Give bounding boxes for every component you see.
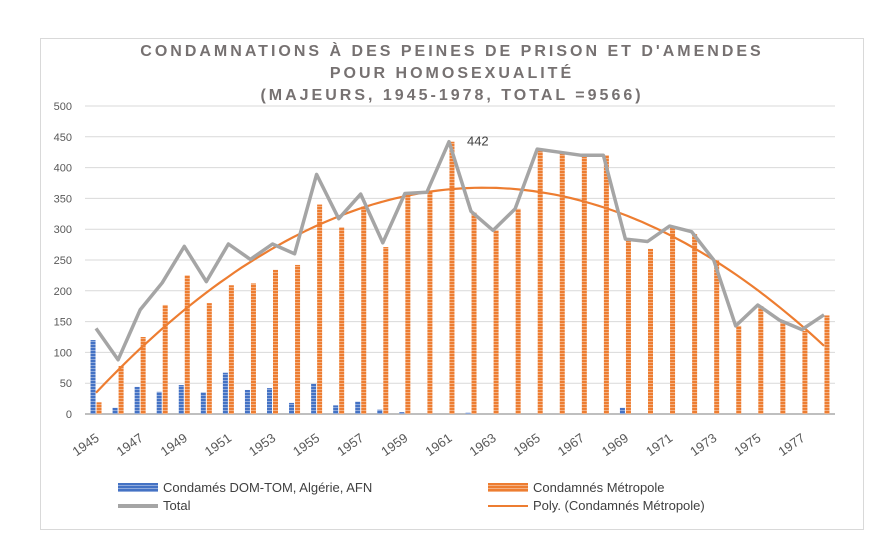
bar-dom-tom bbox=[399, 412, 405, 414]
legend-label: Poly. (Condamnés Métropole) bbox=[533, 498, 705, 513]
bar-dom-tom bbox=[156, 391, 162, 414]
bar-metropole bbox=[780, 321, 786, 414]
bar-metropole bbox=[140, 337, 146, 414]
bar-dom-tom bbox=[289, 402, 295, 414]
legend-label: Condamnés Métropole bbox=[533, 480, 665, 495]
y-tick-label: 450 bbox=[54, 132, 72, 144]
bar-metropole bbox=[559, 152, 565, 414]
bar-metropole bbox=[405, 195, 411, 414]
y-tick-label: 100 bbox=[54, 347, 72, 359]
bar-dom-tom bbox=[134, 386, 140, 414]
bar-metropole bbox=[515, 208, 521, 414]
bar-metropole bbox=[714, 260, 720, 414]
bar-metropole bbox=[339, 227, 345, 414]
y-tick-label: 400 bbox=[54, 163, 72, 175]
bar-metropole bbox=[162, 304, 168, 414]
y-tick-label: 300 bbox=[54, 224, 72, 236]
chart-title-line-1: CONDAMNATIONS À DES PEINES DE PRISON ET … bbox=[140, 43, 764, 60]
bar-metropole bbox=[648, 248, 653, 414]
x-tick-label: 1965 bbox=[511, 430, 543, 459]
y-tick-label: 350 bbox=[54, 193, 72, 205]
bar-metropole bbox=[802, 330, 808, 414]
bar-metropole bbox=[603, 155, 609, 414]
bar-metropole bbox=[581, 155, 587, 414]
bar-dom-tom bbox=[619, 407, 625, 414]
legend-item-dom-tom: Condamés DOM-TOM, Algérie, AFN bbox=[118, 480, 372, 495]
x-tick-label: 1967 bbox=[555, 430, 587, 459]
x-tick-label: 1969 bbox=[599, 430, 631, 459]
y-tick-label: 250 bbox=[54, 255, 72, 267]
bar-dom-tom bbox=[112, 407, 118, 414]
bar-metropole bbox=[361, 206, 367, 414]
y-tick-label: 150 bbox=[54, 317, 72, 329]
bar-metropole bbox=[471, 212, 477, 414]
x-tick-label: 1975 bbox=[731, 430, 763, 459]
bar-metropole bbox=[250, 283, 256, 414]
bar-metropole bbox=[449, 141, 455, 414]
bar-metropole bbox=[206, 303, 212, 414]
chart-title-line-3: (MAJEURS, 1945-1978, TOTAL =9566) bbox=[260, 87, 644, 104]
bar-metropole bbox=[736, 325, 742, 414]
x-tick-label: 1973 bbox=[687, 430, 719, 459]
x-tick-label: 1961 bbox=[422, 430, 454, 459]
legend-swatch-line-gray bbox=[118, 503, 158, 508]
bar-dom-tom bbox=[267, 388, 272, 414]
trendline-poly bbox=[95, 186, 825, 394]
x-tick-label: 1949 bbox=[158, 430, 190, 459]
x-tick-label: 1955 bbox=[290, 430, 322, 459]
bar-metropole bbox=[228, 285, 234, 414]
x-tick-label: 1945 bbox=[69, 430, 101, 459]
y-tick-label: 200 bbox=[54, 286, 72, 298]
bar-dom-tom bbox=[377, 409, 383, 414]
x-tick-label: 1977 bbox=[775, 430, 807, 459]
bar-metropole bbox=[118, 365, 124, 414]
data-label: 442 bbox=[467, 134, 489, 149]
bar-dom-tom bbox=[178, 385, 184, 414]
bar-metropole bbox=[824, 315, 830, 414]
x-tick-label: 1963 bbox=[467, 430, 499, 459]
bar-dom-tom bbox=[311, 383, 317, 414]
bar-dom-tom bbox=[333, 405, 339, 414]
bar-metropole bbox=[273, 269, 278, 414]
bar-metropole bbox=[758, 306, 764, 414]
bar-dom-tom bbox=[200, 392, 206, 414]
x-tick-label: 1951 bbox=[202, 430, 234, 459]
bar-dom-tom bbox=[465, 412, 471, 414]
bar-metropole bbox=[427, 192, 433, 414]
bar-metropole bbox=[317, 204, 323, 414]
y-tick-label: 50 bbox=[60, 378, 72, 390]
x-tick-label: 1953 bbox=[246, 430, 278, 459]
legend-item-poly: Poly. (Condamnés Métropole) bbox=[488, 498, 705, 513]
legend-swatch-bar-blue bbox=[118, 483, 158, 492]
bar-dom-tom bbox=[90, 340, 96, 414]
x-tick-label: 1947 bbox=[114, 430, 146, 459]
bar-dom-tom bbox=[244, 389, 250, 414]
bar-metropole bbox=[670, 227, 676, 414]
line-total bbox=[94, 139, 825, 362]
bar-dom-tom bbox=[222, 372, 228, 414]
legend-label: Total bbox=[163, 498, 191, 513]
legend-item-total: Total bbox=[118, 498, 190, 513]
x-tick-label: 1959 bbox=[378, 430, 410, 459]
legend-label: Condamés DOM-TOM, Algérie, AFN bbox=[163, 480, 373, 495]
bar-metropole bbox=[493, 230, 499, 414]
bar-dom-tom bbox=[355, 401, 361, 414]
bar-metropole bbox=[625, 240, 631, 414]
chart-title-line-2: POUR HOMOSEXUALITÉ bbox=[329, 65, 575, 82]
x-tick-label: 1957 bbox=[334, 430, 366, 459]
bar-metropole bbox=[295, 264, 301, 414]
bar-metropole bbox=[184, 275, 190, 414]
bar-metropole bbox=[383, 247, 389, 414]
legend-swatch-line-orange bbox=[488, 504, 528, 507]
bar-metropole bbox=[96, 402, 102, 414]
legend-item-metropole: Condamnés Métropole bbox=[488, 480, 665, 495]
x-tick-label: 1971 bbox=[643, 430, 675, 459]
legend-swatch-bar-orange bbox=[488, 483, 528, 492]
y-tick-label: 0 bbox=[66, 409, 72, 421]
bar-metropole bbox=[537, 149, 543, 414]
y-tick-label: 500 bbox=[54, 101, 72, 113]
bar-metropole bbox=[692, 234, 698, 414]
